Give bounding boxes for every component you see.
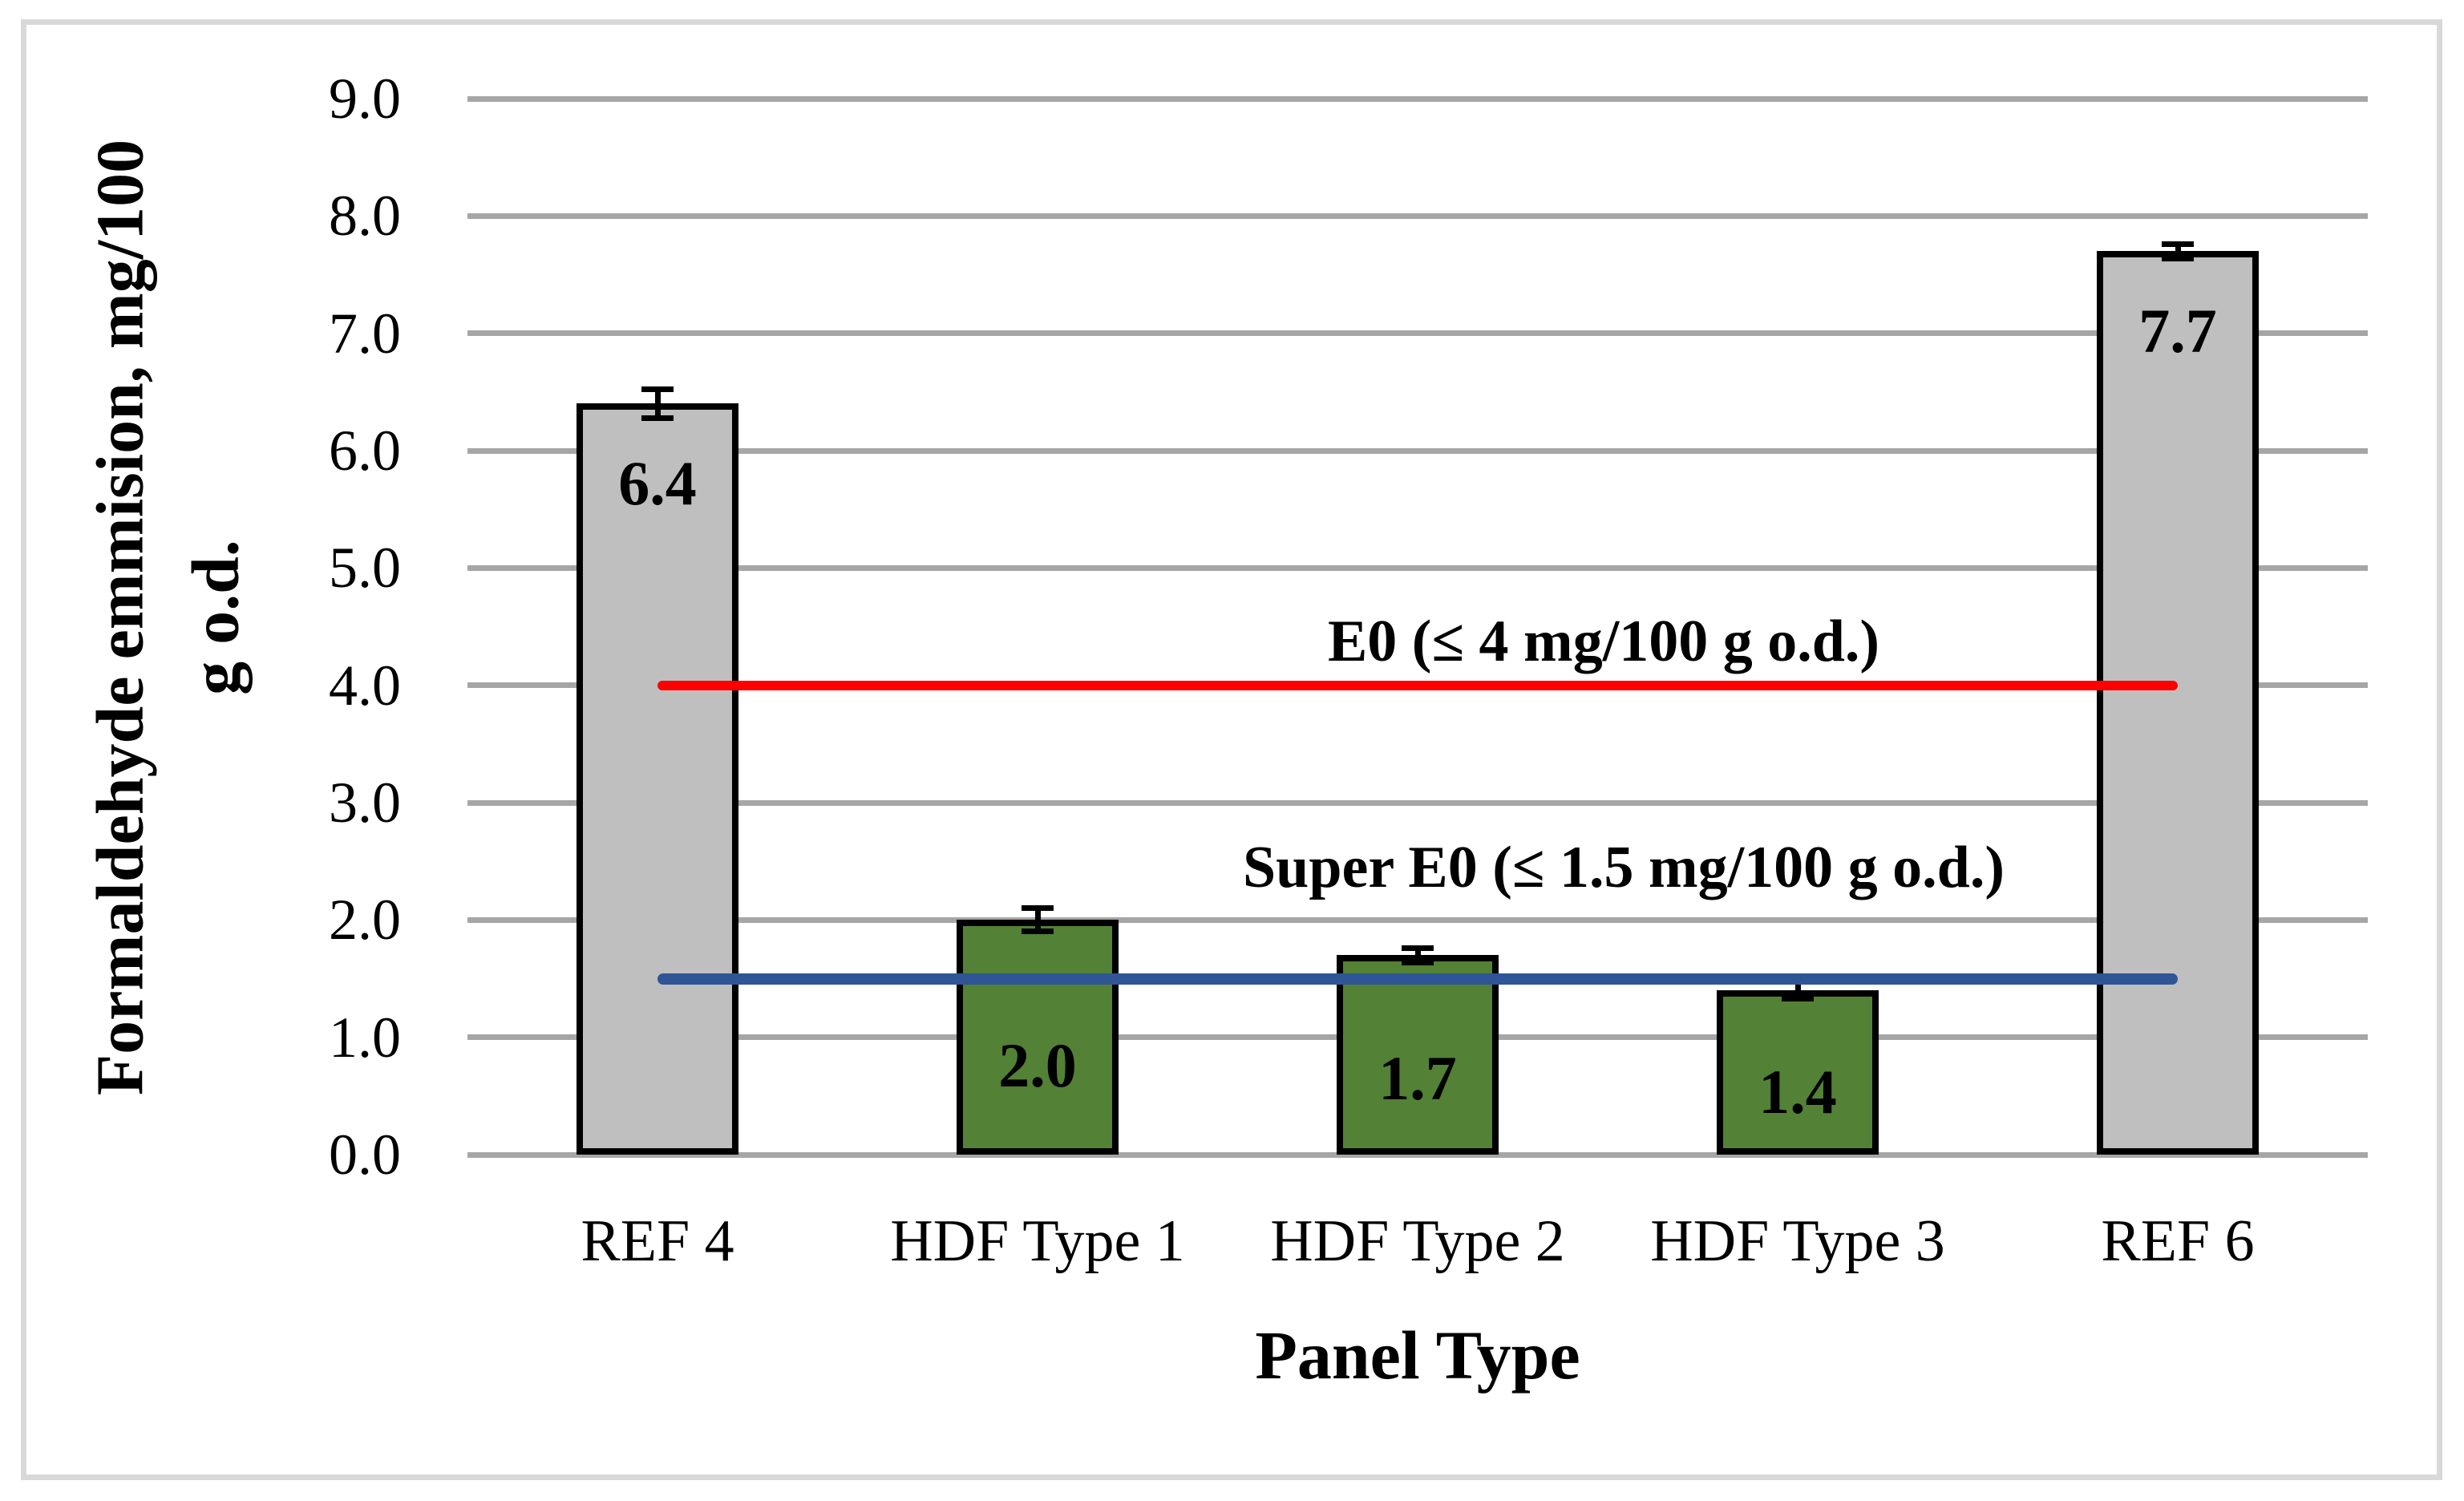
- error-bar-whisker: [1034, 908, 1041, 932]
- bar-REF 6: [2097, 251, 2259, 1155]
- y-axis-title-line2: g o.d.: [179, 540, 253, 695]
- y-tick-label-1.0: 1.0: [329, 1005, 401, 1070]
- reference-line-e0: [657, 680, 2178, 690]
- bar-value-label: 1.4: [1758, 1057, 1837, 1127]
- bar-REF 4: [577, 403, 738, 1155]
- gridline-5.0: [467, 564, 2368, 571]
- error-bar-cap-bottom: [1402, 959, 1434, 965]
- chart-frame: [21, 19, 2442, 1480]
- error-bar-cap-top: [2162, 241, 2194, 247]
- reference-line-label-e0: E0 (≤ 4 mg/100 g o.d.): [1327, 609, 1880, 674]
- y-axis-title-line1: Formaldehyde emmision, mg/100: [83, 139, 158, 1096]
- reference-line-super-e0: [657, 973, 2178, 985]
- x-category-label-HDF Type 1: HDF Type 1: [890, 1208, 1185, 1274]
- bar-value-label: 2.0: [998, 1030, 1077, 1100]
- gridline-9.0: [467, 95, 2368, 102]
- error-bar-whisker: [654, 389, 661, 419]
- x-category-label-REF 4: REF 4: [581, 1208, 734, 1274]
- error-bar-cap-bottom: [1022, 929, 1054, 935]
- gridline-6.0: [467, 447, 2368, 454]
- bar-HDF Type 1: [957, 920, 1119, 1155]
- error-bar-cap-bottom: [1782, 995, 1814, 1001]
- gridline-3.0: [467, 799, 2368, 806]
- y-tick-label-5.0: 5.0: [329, 536, 401, 601]
- y-tick-label-6.0: 6.0: [329, 419, 401, 483]
- y-tick-label-9.0: 9.0: [329, 67, 401, 131]
- gridline-8.0: [467, 212, 2368, 219]
- bar-value-label: 7.7: [2138, 296, 2217, 366]
- error-bar-cap-top: [1022, 905, 1054, 912]
- error-bar-cap-bottom: [2162, 255, 2194, 261]
- y-tick-label-8.0: 8.0: [329, 184, 401, 249]
- x-category-label-HDF Type 3: HDF Type 3: [1650, 1208, 1945, 1274]
- y-tick-label-3.0: 3.0: [329, 771, 401, 835]
- bar-value-label: 1.7: [1378, 1043, 1457, 1114]
- error-bar-cap-bottom: [641, 415, 674, 421]
- error-bar-whisker: [1414, 948, 1421, 962]
- y-tick-label-4.0: 4.0: [329, 653, 401, 718]
- error-bar-whisker: [1794, 981, 1801, 999]
- y-tick-label-2.0: 2.0: [329, 888, 401, 953]
- y-axis-title: Formaldehyde emmision, mg/100 g o.d.: [73, 140, 265, 1095]
- bar-HDF Type 2: [1337, 955, 1499, 1155]
- reference-line-label-super-e0: Super E0 (≤ 1.5 mg/100 g o.d.): [1243, 835, 2005, 900]
- gridline-2.0: [467, 916, 2368, 923]
- error-bar-whisker: [2175, 244, 2181, 259]
- x-axis-title: Panel Type: [1255, 1317, 1580, 1394]
- error-bar-cap-top: [1402, 945, 1434, 951]
- y-tick-label-7.0: 7.0: [329, 301, 401, 366]
- gridline-0.0: [467, 1151, 2368, 1158]
- x-category-label-REF 6: REF 6: [2101, 1208, 2255, 1274]
- error-bar-cap-top: [641, 386, 674, 393]
- bar-value-label: 6.4: [618, 448, 697, 519]
- gridline-7.0: [467, 330, 2368, 337]
- y-tick-label-0.0: 0.0: [329, 1123, 401, 1187]
- x-category-label-HDF Type 2: HDF Type 2: [1270, 1208, 1565, 1274]
